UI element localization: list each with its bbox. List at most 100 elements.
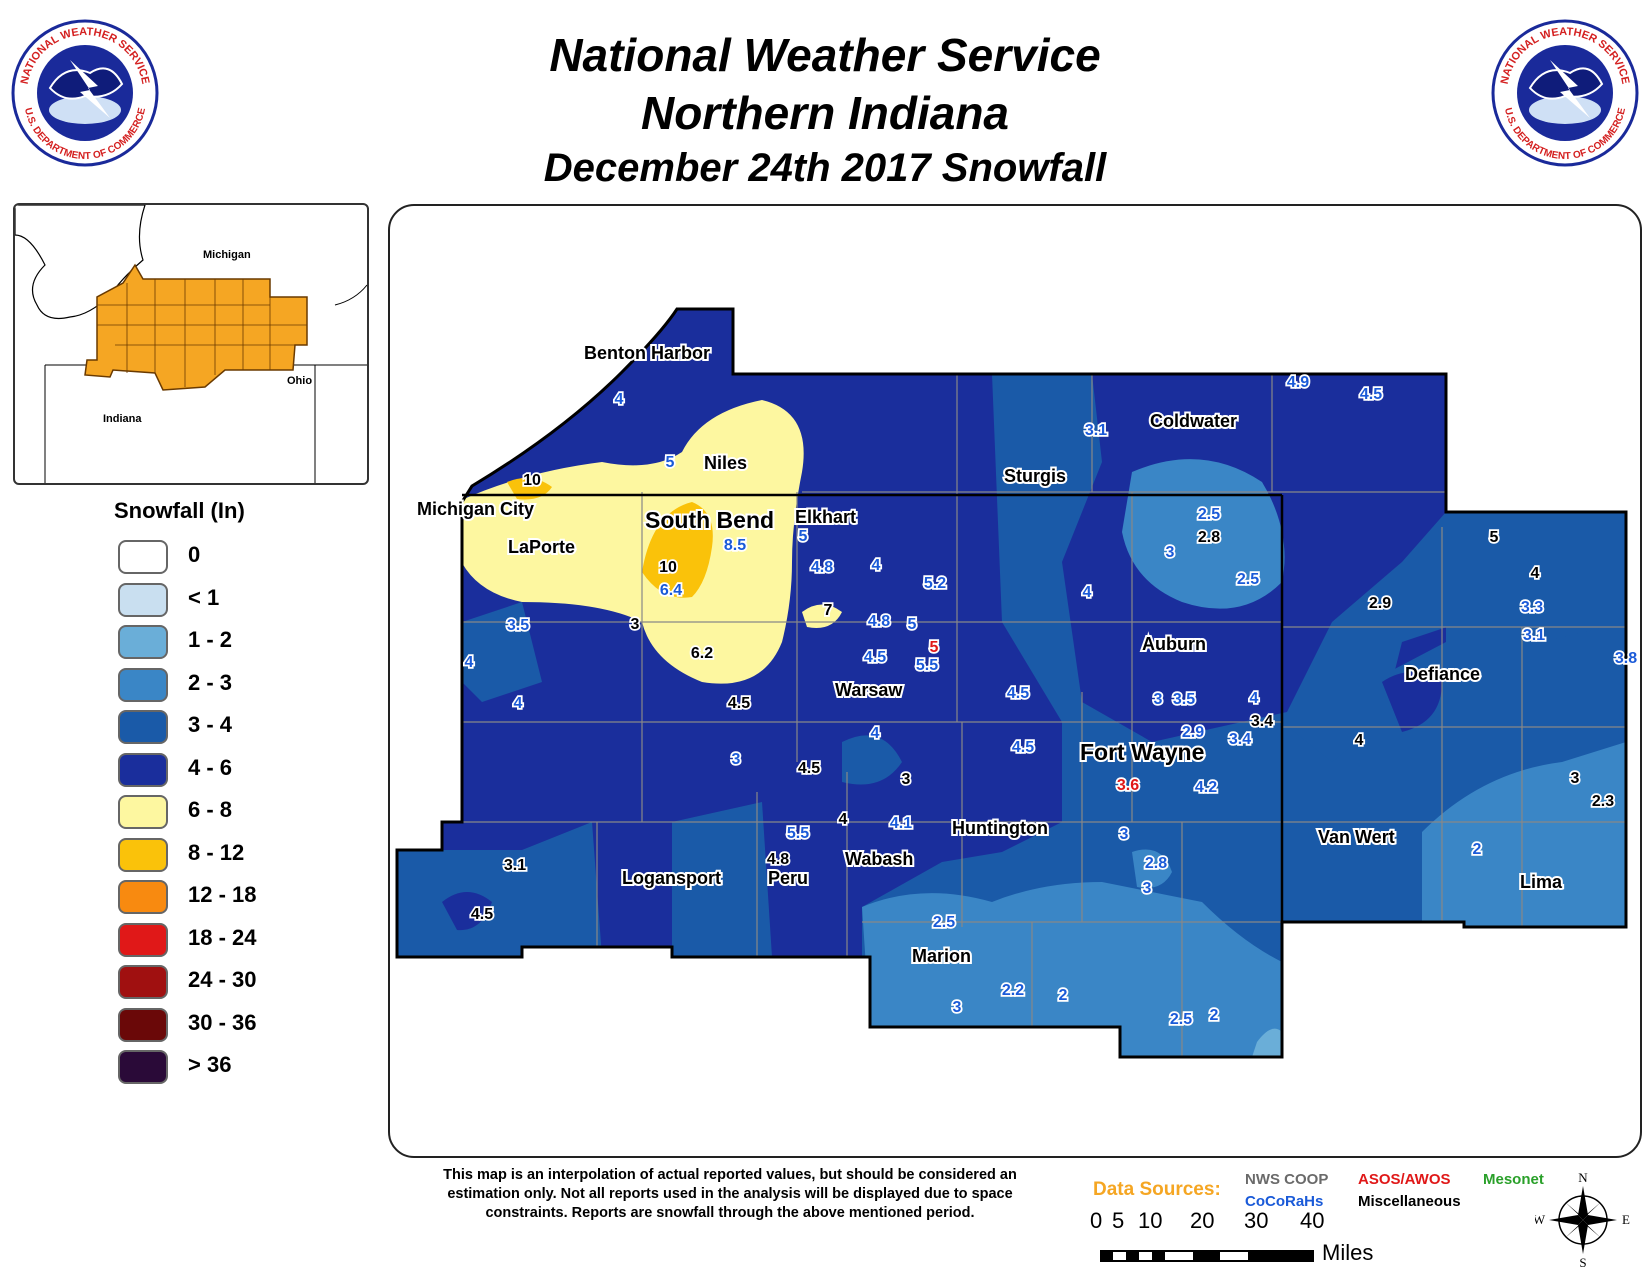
snowfall-report: 3.1 xyxy=(504,857,526,874)
legend-swatch xyxy=(118,625,168,659)
city-labels: Benton Harbor Niles Michigan City LaPorte So… xyxy=(415,341,1565,968)
city-label: Elkhart xyxy=(795,507,856,527)
snowfall-report: 2.5 xyxy=(1170,1011,1192,1028)
legend-swatch xyxy=(118,710,168,744)
snowfall-report: 4.8 xyxy=(767,851,789,868)
snowfall-report: 4.8 xyxy=(811,559,833,576)
snowfall-report: 5 xyxy=(908,616,917,633)
snowfall-report: 10 xyxy=(659,559,677,576)
snowfall-report: 4.9 xyxy=(1287,374,1309,391)
legend-swatch xyxy=(118,965,168,999)
snowfall-report: 4 xyxy=(1250,690,1259,707)
snowfall-report: 4.8 xyxy=(868,613,890,630)
snowfall-report: 2 xyxy=(1059,987,1068,1004)
county-lines xyxy=(442,374,1626,1057)
snowfall-report: 3.8 xyxy=(1615,650,1637,667)
legend-label: 30 - 36 xyxy=(188,1009,257,1035)
legend-label: < 1 xyxy=(188,584,220,610)
legend-label: 8 - 12 xyxy=(188,839,245,865)
inset-label-ohio: Ohio xyxy=(287,375,313,387)
snowfall-report: 4 xyxy=(839,811,848,828)
snowfall-report: 4 xyxy=(465,654,474,671)
snowfall-report: 3.6 xyxy=(1117,777,1139,794)
snowfall-report: 3 xyxy=(1166,544,1175,561)
city-label: Michigan City xyxy=(417,499,534,519)
snowfall-report: 5.5 xyxy=(916,657,938,674)
snowfall-report: 3.4 xyxy=(1229,731,1251,748)
inset-label-indiana: Indiana xyxy=(103,413,142,425)
scale-tick-label: 20 xyxy=(1190,1208,1215,1233)
snowfall-report: 8.5 xyxy=(724,537,746,554)
legend-label: 2 - 3 xyxy=(188,669,233,695)
city-label: Sturgis xyxy=(1004,466,1066,486)
snowfall-report: 3 xyxy=(1154,691,1163,708)
title-line-3: December 24th 2017 Snowfall xyxy=(543,146,1107,190)
legend-swatch xyxy=(118,667,168,702)
snowfall-report: 3.5 xyxy=(507,617,529,634)
city-label: Coldwater xyxy=(1150,411,1237,431)
city-label: Niles xyxy=(704,453,747,473)
legend-label: 18 - 24 xyxy=(188,924,257,950)
city-label: Auburn xyxy=(1142,634,1206,654)
snowfall-report: 4 xyxy=(514,695,523,712)
legend-swatch xyxy=(118,922,168,957)
snowfall-report: 2.8 xyxy=(1145,855,1167,872)
snowfall-report: 3.4 xyxy=(1251,713,1273,730)
snowfall-map-svg: Benton Harbor Niles Michigan City LaPorte So… xyxy=(395,307,1639,1059)
snowfall-report: 3 xyxy=(732,751,741,768)
scale-unit: Miles xyxy=(1322,1240,1374,1265)
snowfall-report: 2.5 xyxy=(1198,506,1220,523)
legend-title: Snowfall (In) xyxy=(114,498,245,523)
inset-label-michigan: Michigan xyxy=(203,249,251,261)
legend-swatch xyxy=(118,837,168,872)
snowfall-report: 2.5 xyxy=(933,914,955,931)
compass-w: W xyxy=(1535,1212,1546,1227)
city-label: Benton Harbor xyxy=(584,343,710,363)
compass-n: N xyxy=(1578,1170,1588,1185)
snowfall-report: 4 xyxy=(1355,732,1364,749)
nws-logo-right: NATIONAL WEATHER SERVICE U.S. DEPARTMENT… xyxy=(1491,19,1639,167)
compass-rose-icon: N S W E xyxy=(1535,1170,1630,1268)
snowfall-report: 4.5 xyxy=(798,760,820,777)
source-miscellaneous: Miscellaneous xyxy=(1358,1193,1461,1210)
title-line-1: National Weather Service xyxy=(549,29,1101,81)
city-label: Van Wert xyxy=(1318,827,1395,847)
snowfall-report: 10 xyxy=(523,472,541,489)
snowfall-report: 3.5 xyxy=(1173,691,1195,708)
legend-swatch xyxy=(118,880,168,914)
legend-label: > 36 xyxy=(188,1052,232,1077)
legend-swatch xyxy=(118,1050,168,1084)
legend-label: 24 - 30 xyxy=(188,967,257,992)
snowfall-report: 7 xyxy=(824,602,833,619)
snowfall-report: 6.4 xyxy=(660,582,682,599)
legend-swatch xyxy=(118,752,168,787)
snowfall-report: 6.2 xyxy=(691,645,713,662)
snowfall-report: 4.5 xyxy=(471,906,493,923)
snowfall-report: 2.8 xyxy=(1198,529,1220,546)
nws-logo-left: NATIONAL WEATHER SERVICE U.S. DEPARTMENT… xyxy=(11,19,159,167)
snowfall-report: 5.2 xyxy=(924,575,946,592)
snowfall-report: 5 xyxy=(930,639,939,656)
title-line-2: Northern Indiana xyxy=(640,87,1010,139)
snowfall-report: 4.2 xyxy=(1195,779,1217,796)
snowfall-report: 3.1 xyxy=(1523,627,1545,644)
snowfall-report: 4.1 xyxy=(890,815,912,832)
snowfall-report: 4 xyxy=(872,557,881,574)
city-label: Peru xyxy=(768,868,808,888)
compass-e: E xyxy=(1622,1212,1630,1227)
scale-bar: 0 5 10 20 30 40 xyxy=(1090,1208,1350,1270)
scale-tick-label: 30 xyxy=(1244,1208,1269,1233)
snowfall-report: 4.5 xyxy=(864,649,886,666)
snowfall-report: 2.9 xyxy=(1369,595,1391,612)
legend-label: 12 - 18 xyxy=(188,882,257,907)
city-label: Logansport xyxy=(622,868,721,888)
city-label: LaPorte xyxy=(508,537,575,557)
snowfall-report: 2 xyxy=(1473,841,1482,858)
snowfall-report: 4 xyxy=(871,725,880,742)
disclaimer-text: This map is an interpolation of actual r… xyxy=(443,1167,1017,1221)
legend-swatch xyxy=(118,795,168,829)
source-asos-awos: ASOS/AWOS xyxy=(1358,1171,1451,1188)
snowfall-report: 4 xyxy=(1531,565,1540,582)
city-label: Fort Wayne xyxy=(1080,739,1204,765)
